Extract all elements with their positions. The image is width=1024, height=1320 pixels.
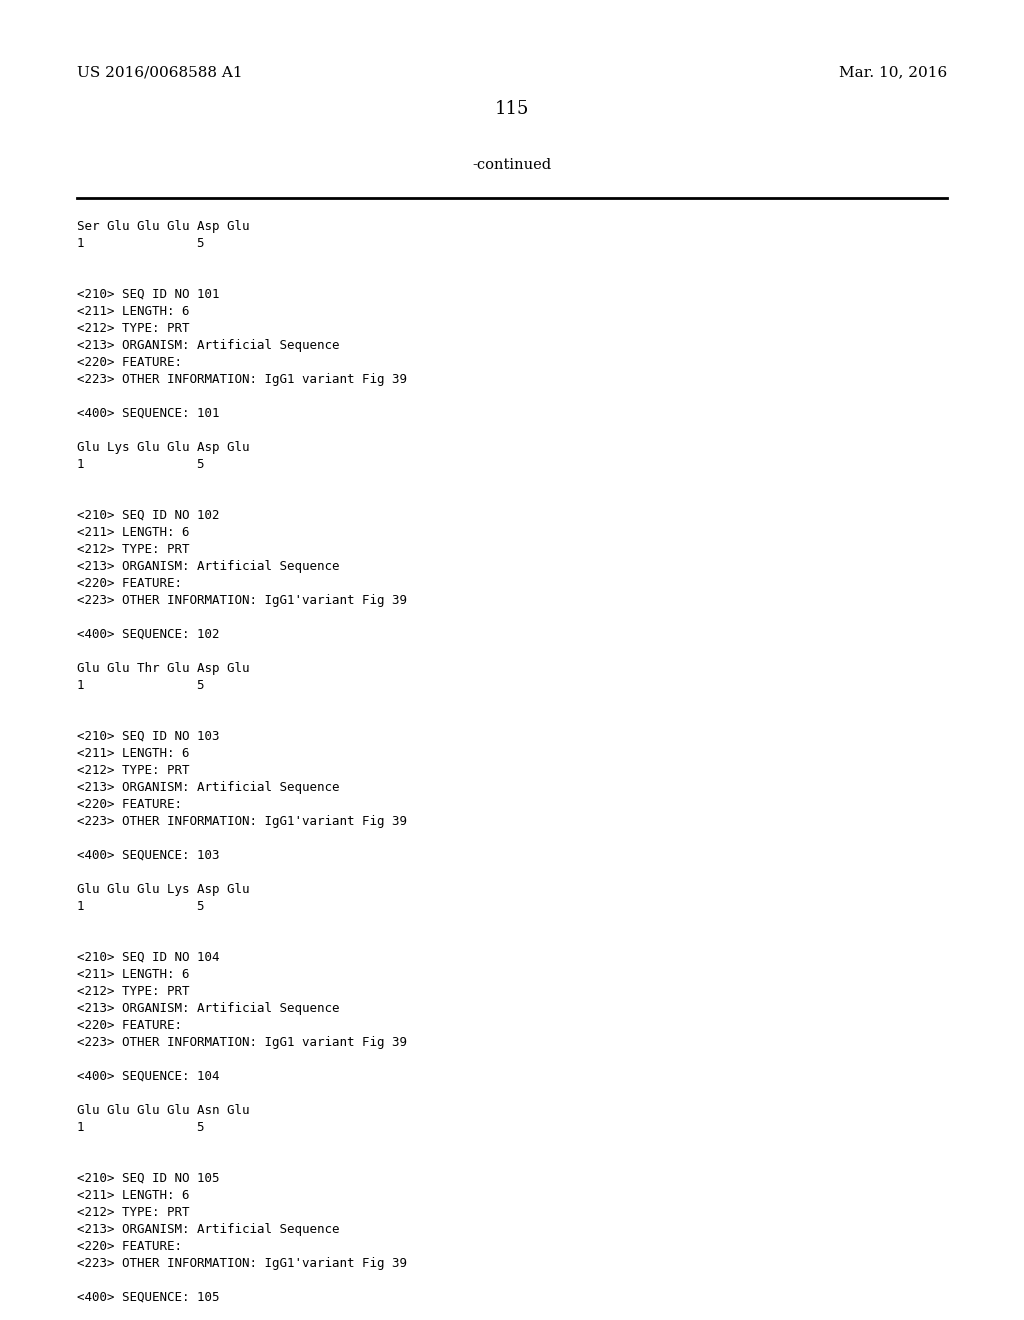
- Text: <223> OTHER INFORMATION: IgG1 variant Fig 39: <223> OTHER INFORMATION: IgG1 variant Fi…: [77, 374, 407, 385]
- Text: <212> TYPE: PRT: <212> TYPE: PRT: [77, 764, 189, 777]
- Text: <213> ORGANISM: Artificial Sequence: <213> ORGANISM: Artificial Sequence: [77, 781, 340, 795]
- Text: <211> LENGTH: 6: <211> LENGTH: 6: [77, 968, 189, 981]
- Text: 1               5: 1 5: [77, 238, 205, 249]
- Text: <213> ORGANISM: Artificial Sequence: <213> ORGANISM: Artificial Sequence: [77, 1224, 340, 1236]
- Text: <220> FEATURE:: <220> FEATURE:: [77, 1239, 182, 1253]
- Text: <210> SEQ ID NO 104: <210> SEQ ID NO 104: [77, 950, 219, 964]
- Text: <223> OTHER INFORMATION: IgG1'variant Fig 39: <223> OTHER INFORMATION: IgG1'variant Fi…: [77, 814, 407, 828]
- Text: <211> LENGTH: 6: <211> LENGTH: 6: [77, 1189, 189, 1203]
- Text: <223> OTHER INFORMATION: IgG1'variant Fig 39: <223> OTHER INFORMATION: IgG1'variant Fi…: [77, 594, 407, 607]
- Text: <400> SEQUENCE: 105: <400> SEQUENCE: 105: [77, 1291, 219, 1304]
- Text: <210> SEQ ID NO 105: <210> SEQ ID NO 105: [77, 1172, 219, 1185]
- Text: <220> FEATURE:: <220> FEATURE:: [77, 356, 182, 370]
- Text: -continued: -continued: [472, 158, 552, 172]
- Text: <220> FEATURE:: <220> FEATURE:: [77, 577, 182, 590]
- Text: <400> SEQUENCE: 101: <400> SEQUENCE: 101: [77, 407, 219, 420]
- Text: Ser Glu Glu Glu Asp Glu: Ser Glu Glu Glu Asp Glu: [77, 220, 250, 234]
- Text: <223> OTHER INFORMATION: IgG1 variant Fig 39: <223> OTHER INFORMATION: IgG1 variant Fi…: [77, 1036, 407, 1049]
- Text: <212> TYPE: PRT: <212> TYPE: PRT: [77, 322, 189, 335]
- Text: <213> ORGANISM: Artificial Sequence: <213> ORGANISM: Artificial Sequence: [77, 560, 340, 573]
- Text: <400> SEQUENCE: 103: <400> SEQUENCE: 103: [77, 849, 219, 862]
- Text: <400> SEQUENCE: 104: <400> SEQUENCE: 104: [77, 1071, 219, 1082]
- Text: <212> TYPE: PRT: <212> TYPE: PRT: [77, 985, 189, 998]
- Text: <220> FEATURE:: <220> FEATURE:: [77, 799, 182, 810]
- Text: <210> SEQ ID NO 101: <210> SEQ ID NO 101: [77, 288, 219, 301]
- Text: 1               5: 1 5: [77, 458, 205, 471]
- Text: <212> TYPE: PRT: <212> TYPE: PRT: [77, 1206, 189, 1218]
- Text: Glu Glu Glu Lys Asp Glu: Glu Glu Glu Lys Asp Glu: [77, 883, 250, 896]
- Text: <213> ORGANISM: Artificial Sequence: <213> ORGANISM: Artificial Sequence: [77, 339, 340, 352]
- Text: <400> SEQUENCE: 102: <400> SEQUENCE: 102: [77, 628, 219, 642]
- Text: <210> SEQ ID NO 102: <210> SEQ ID NO 102: [77, 510, 219, 521]
- Text: 1               5: 1 5: [77, 678, 205, 692]
- Text: Mar. 10, 2016: Mar. 10, 2016: [839, 65, 947, 79]
- Text: <211> LENGTH: 6: <211> LENGTH: 6: [77, 747, 189, 760]
- Text: <210> SEQ ID NO 103: <210> SEQ ID NO 103: [77, 730, 219, 743]
- Text: <223> OTHER INFORMATION: IgG1'variant Fig 39: <223> OTHER INFORMATION: IgG1'variant Fi…: [77, 1257, 407, 1270]
- Text: Glu Glu Glu Glu Asn Glu: Glu Glu Glu Glu Asn Glu: [77, 1104, 250, 1117]
- Text: <211> LENGTH: 6: <211> LENGTH: 6: [77, 305, 189, 318]
- Text: 1               5: 1 5: [77, 900, 205, 913]
- Text: <211> LENGTH: 6: <211> LENGTH: 6: [77, 525, 189, 539]
- Text: 115: 115: [495, 100, 529, 117]
- Text: <220> FEATURE:: <220> FEATURE:: [77, 1019, 182, 1032]
- Text: 1               5: 1 5: [77, 1121, 205, 1134]
- Text: Glu Glu Thr Glu Asp Glu: Glu Glu Thr Glu Asp Glu: [77, 663, 250, 675]
- Text: <212> TYPE: PRT: <212> TYPE: PRT: [77, 543, 189, 556]
- Text: Glu Lys Glu Glu Asp Glu: Glu Lys Glu Glu Asp Glu: [77, 441, 250, 454]
- Text: <213> ORGANISM: Artificial Sequence: <213> ORGANISM: Artificial Sequence: [77, 1002, 340, 1015]
- Text: US 2016/0068588 A1: US 2016/0068588 A1: [77, 65, 243, 79]
